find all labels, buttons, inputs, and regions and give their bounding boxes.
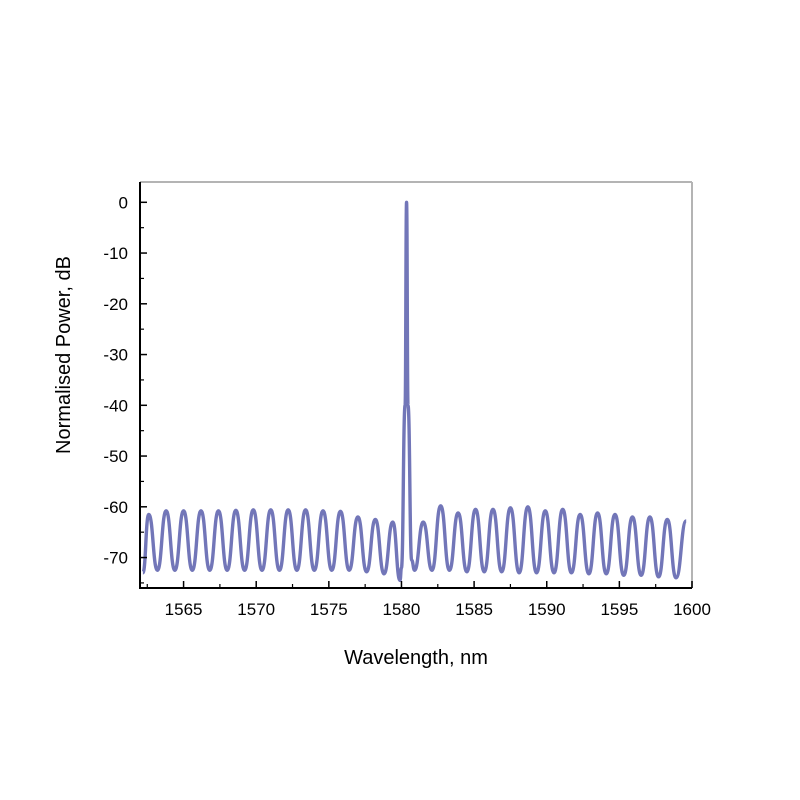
x-tick-label: 1565 (165, 600, 203, 619)
x-tick-label: 1600 (673, 600, 711, 619)
y-tick-label: -10 (103, 244, 128, 263)
y-tick-label: -50 (103, 447, 128, 466)
x-tick-label: 1575 (310, 600, 348, 619)
x-axis-label: Wavelength, nm (344, 647, 488, 669)
y-tick-label: -20 (103, 295, 128, 314)
spectrum-series-line (141, 200, 688, 583)
x-tick-label: 1570 (237, 600, 275, 619)
y-tick-label: -70 (103, 549, 128, 568)
y-axis-label: Normalised Power, dB (53, 256, 75, 454)
y-tick-label: -40 (103, 396, 128, 415)
y-tick-label: 0 (119, 193, 128, 212)
x-tick-label: 1580 (383, 600, 421, 619)
plot-area (141, 200, 688, 583)
y-tick-label: -30 (103, 346, 128, 365)
y-tick-label: -60 (103, 498, 128, 517)
axes: 1565 1570 1575 1580 1585 1590 1595 1600 0 -10 -20 -… (103, 181, 711, 619)
x-tick-label: 1590 (528, 600, 566, 619)
x-tick-label: 1585 (455, 600, 493, 619)
x-tick-label: 1595 (600, 600, 638, 619)
